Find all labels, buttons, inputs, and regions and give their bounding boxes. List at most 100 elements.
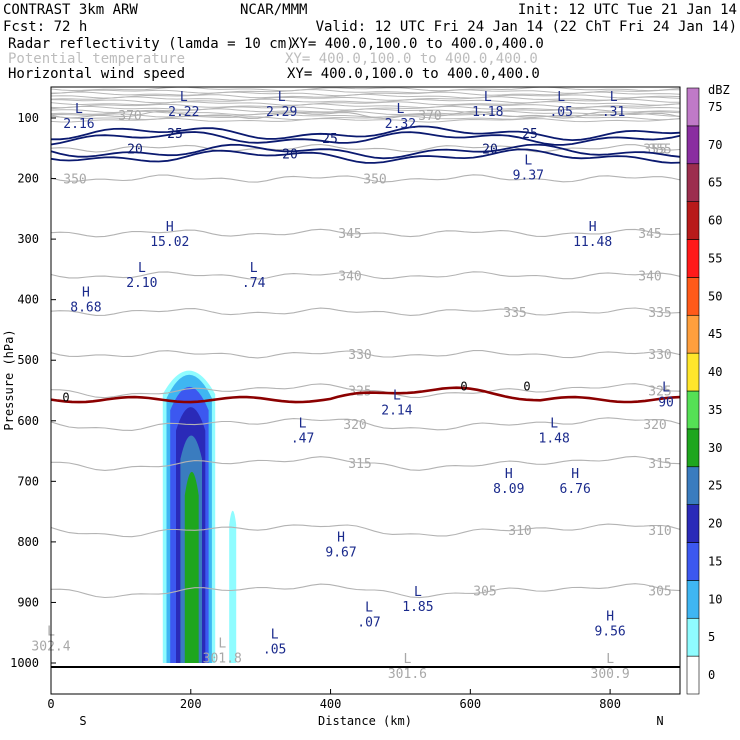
wind-extremum-letter: L [557, 90, 565, 105]
colorbar-swatch-50 [686, 277, 700, 316]
wind-extremum-letter: L [75, 102, 83, 117]
wind-extremum-letter: L [414, 585, 422, 600]
isentrope-label-315: 315 [348, 457, 371, 472]
colorbar-label-75: 75 [708, 100, 722, 114]
wind-extremum-letter: H [82, 285, 90, 300]
wind-extremum-letter: L [138, 261, 146, 276]
wind-contour-label-20: 20 [127, 142, 143, 157]
isentrope-label-345-right: 345 [638, 227, 661, 242]
wind-contour-20 [50, 143, 681, 160]
theta-minimum-letter: L [218, 637, 226, 652]
isentrope-label-310: 310 [508, 524, 531, 539]
colorbar-label-20: 20 [708, 517, 722, 531]
colorbar-swatch-45 [686, 314, 700, 354]
isentrope-band-line [50, 117, 681, 123]
isentrope-label-340-right: 340 [638, 269, 661, 284]
wind-extremum-value: 8.09 [493, 482, 524, 497]
colorbar-units: dBZ [708, 83, 730, 97]
y-tick-label: 900 [17, 595, 39, 609]
colorbar-swatch-65 [686, 163, 700, 202]
isentrope-band-line [50, 96, 681, 101]
isentrope-label-350-right: 350 [363, 173, 386, 188]
wind-extremum-value: 2.14 [381, 403, 412, 418]
wind-contour-label-25: 25 [522, 127, 538, 142]
isentrope-label-305-right: 305 [648, 584, 671, 599]
colorbar-label-55: 55 [708, 251, 722, 265]
wind-extremum-value: 2.32 [385, 117, 416, 132]
axes: 0 200 400 600 800100200300400500600700800900… [10, 111, 621, 711]
colorbar-swatch-70 [686, 125, 700, 165]
wind-extremum-value: 2.29 [266, 105, 297, 120]
colorbar-label-70: 70 [708, 138, 722, 152]
wind-extremum-value: 2.16 [63, 117, 94, 132]
wind-extremum-value: 2.10 [126, 276, 157, 291]
wind-extremum-value: 1.85 [402, 600, 433, 615]
wind-contour-25 [50, 131, 681, 146]
wind-extremum-letter: L [397, 102, 405, 117]
colorbar-label-65: 65 [708, 176, 722, 190]
colorbar-swatch-40 [686, 352, 700, 392]
colorbar-label-40: 40 [708, 365, 722, 379]
isentrope-label-350: 350 [63, 173, 86, 188]
wind-extremum-value: 11.48 [573, 235, 612, 250]
wind-extremum-letter: L [278, 90, 286, 105]
wind-speed-layer: 20 20 20 25 25 25 [50, 125, 681, 164]
wind-extremum-value: 6.76 [560, 482, 591, 497]
wind-extremum-value: .74 [242, 276, 266, 291]
isentrope-band-line [50, 108, 681, 114]
isentrope-label-330-right: 330 [648, 348, 671, 363]
plot-border [50, 86, 681, 695]
colorbar-label-45: 45 [708, 327, 722, 341]
wind-extremum-letter: L [299, 416, 307, 431]
wind-extremum-letter: H [606, 609, 614, 624]
y-tick-label: 800 [17, 535, 39, 549]
isentrope-label-335-right: 335 [648, 306, 671, 321]
edge-extremum-value: 90 [658, 396, 674, 411]
isentrope-305 [50, 583, 681, 599]
colorbar-swatch-20 [686, 504, 700, 543]
isentrope-label-340: 340 [338, 269, 361, 284]
wind-extremum-letter: H [589, 220, 597, 235]
wind-extremum-value: .05 [549, 105, 572, 120]
isentrope-label-305: 305 [473, 584, 496, 599]
isentrope-band-line [50, 86, 681, 92]
x-axis-right-end: N [656, 714, 663, 728]
x-axis-title: Distance (km) [318, 714, 412, 728]
isentrope-label-320-right: 320 [643, 418, 666, 433]
field-2-xy: XY= 400.0,100.0 to 400.0,400.0 [285, 51, 538, 67]
colorbar-swatch-30 [686, 428, 700, 468]
colorbar-swatch-5 [686, 617, 700, 657]
y-tick-label: 400 [17, 293, 39, 307]
theta-minimum-value: 301.8 [203, 652, 242, 667]
colorbar-swatch-25 [686, 466, 700, 505]
edge-extremum-letter: L [662, 381, 670, 396]
colorbar-swatch-55 [686, 239, 700, 278]
wind-extremum-letter: L [250, 261, 258, 276]
wind-extremum-value: 8.68 [70, 300, 101, 315]
colorbar-swatch-60 [686, 201, 700, 240]
isentrope-label-335: 335 [503, 306, 526, 321]
isentrope-350 [50, 174, 681, 183]
colorbar-label-5: 5 [708, 630, 715, 644]
isentrope-340 [50, 271, 681, 280]
wind-extremum-value: 1.18 [472, 105, 503, 120]
colorbar-label-30: 30 [708, 441, 722, 455]
isentrope-band-line [50, 103, 681, 109]
x-tick-label: 600 [459, 697, 481, 711]
theta-minimum-value: 301.6 [388, 667, 427, 682]
isentrope-label-310-right: 310 [648, 524, 671, 539]
isentrope-315 [51, 455, 681, 471]
colorbar-label-0: 0 [708, 668, 715, 682]
isentrope-band-line [50, 98, 681, 104]
isentrope-320 [50, 417, 681, 431]
wind-extremum-value: .47 [291, 431, 314, 446]
freezing-level-label: 0 [523, 380, 530, 394]
y-tick-label: 1000 [10, 656, 39, 670]
wind-extremum-letter: L [365, 600, 373, 615]
isentrope-330 [50, 350, 681, 359]
freezing-level-line [50, 386, 681, 404]
isentrope-325 [50, 383, 681, 399]
wind-extremum-value: 2.22 [168, 105, 199, 120]
